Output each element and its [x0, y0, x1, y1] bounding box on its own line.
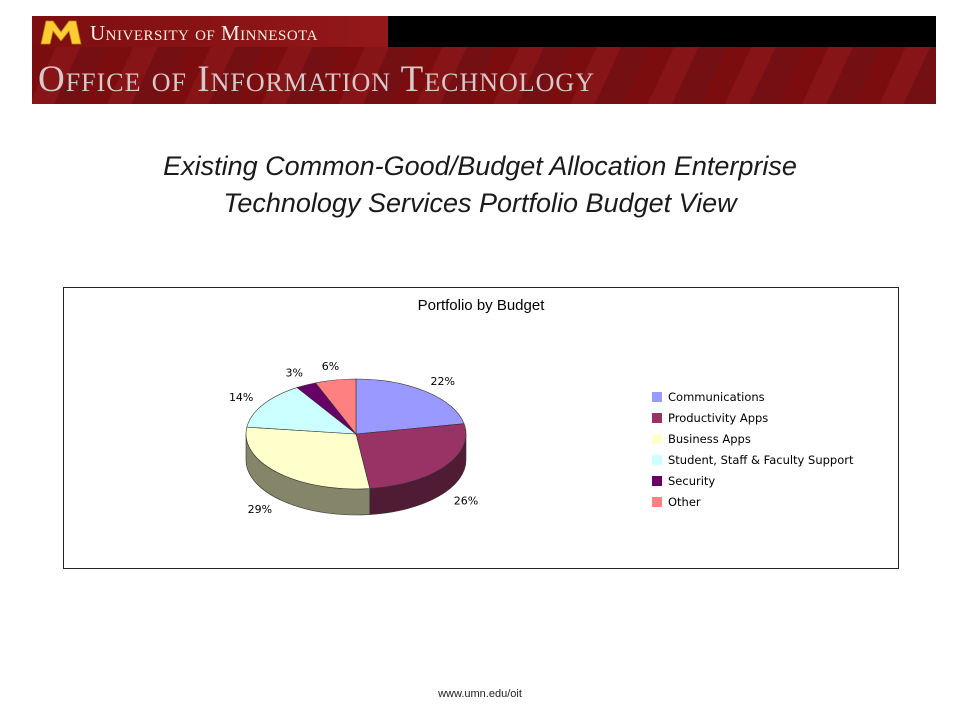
chart-legend: Communications Productivity Apps Business …	[652, 386, 853, 512]
chart-title: Portfolio by Budget	[417, 297, 545, 314]
oit-banner: University of Minnesota Office of Inform…	[32, 16, 936, 104]
legend-item-communications: Communications	[652, 386, 853, 407]
chart-frame: Portfolio by Budget 22% 26% 29% 14% 3% 6% Com…	[63, 287, 899, 569]
legend-item-other: Other	[652, 491, 853, 512]
block-m-logo-icon	[40, 20, 82, 45]
university-name: University of Minnesota	[90, 21, 318, 45]
pie-slice-student-staff-faculty-support	[246, 387, 357, 435]
legend-label: Security	[668, 473, 716, 488]
pie-label-student-staff-faculty-support: 14%	[229, 391, 253, 404]
legend-swatch	[652, 391, 662, 402]
pie-label-security: 3%	[286, 367, 303, 380]
slide-title-line-1: Existing Common-Good/Budget Allocation E…	[163, 151, 797, 181]
pie-chart: 22% 26% 29% 14% 3% 6%	[229, 360, 478, 516]
legend-item-student-staff-faculty-support: Student, Staff & Faculty Support	[652, 449, 853, 470]
pie-slice-communications	[355, 378, 465, 435]
pie-label-communications: 22%	[430, 375, 454, 388]
pie-slice-business-apps	[245, 426, 371, 490]
pie-label-other: 6%	[322, 360, 339, 373]
legend-label: Communications	[668, 389, 765, 404]
banner-bottom-bar	[32, 47, 936, 104]
legend-label: Other	[668, 494, 701, 509]
legend-label: Productivity Apps	[668, 410, 769, 425]
legend-swatch	[652, 412, 662, 423]
legend-swatch	[652, 433, 662, 444]
legend-swatch	[652, 454, 662, 465]
legend-swatch	[652, 496, 662, 507]
legend-swatch	[652, 475, 662, 486]
legend-item-business-apps: Business Apps	[652, 428, 853, 449]
banner-top-red	[32, 16, 388, 47]
pie-slice-productivity-apps	[355, 423, 467, 489]
legend-item-security: Security	[652, 470, 853, 491]
pie-label-business-apps: 29%	[248, 503, 272, 516]
legend-label: Business Apps	[668, 431, 751, 446]
footer-url[interactable]: www.umn.edu/oit	[438, 688, 522, 700]
slide-title: Existing Common-Good/Budget Allocation E…	[40, 148, 920, 222]
slide-title-line-2: Technology Services Portfolio Budget Vie…	[223, 188, 737, 218]
office-name: Office of Information Technology	[38, 59, 595, 100]
pie-slice-other	[314, 378, 357, 435]
pie-label-productivity-apps: 26%	[454, 495, 478, 508]
legend-label: Student, Staff & Faculty Support	[668, 452, 854, 467]
legend-item-productivity-apps: Productivity Apps	[652, 407, 853, 428]
